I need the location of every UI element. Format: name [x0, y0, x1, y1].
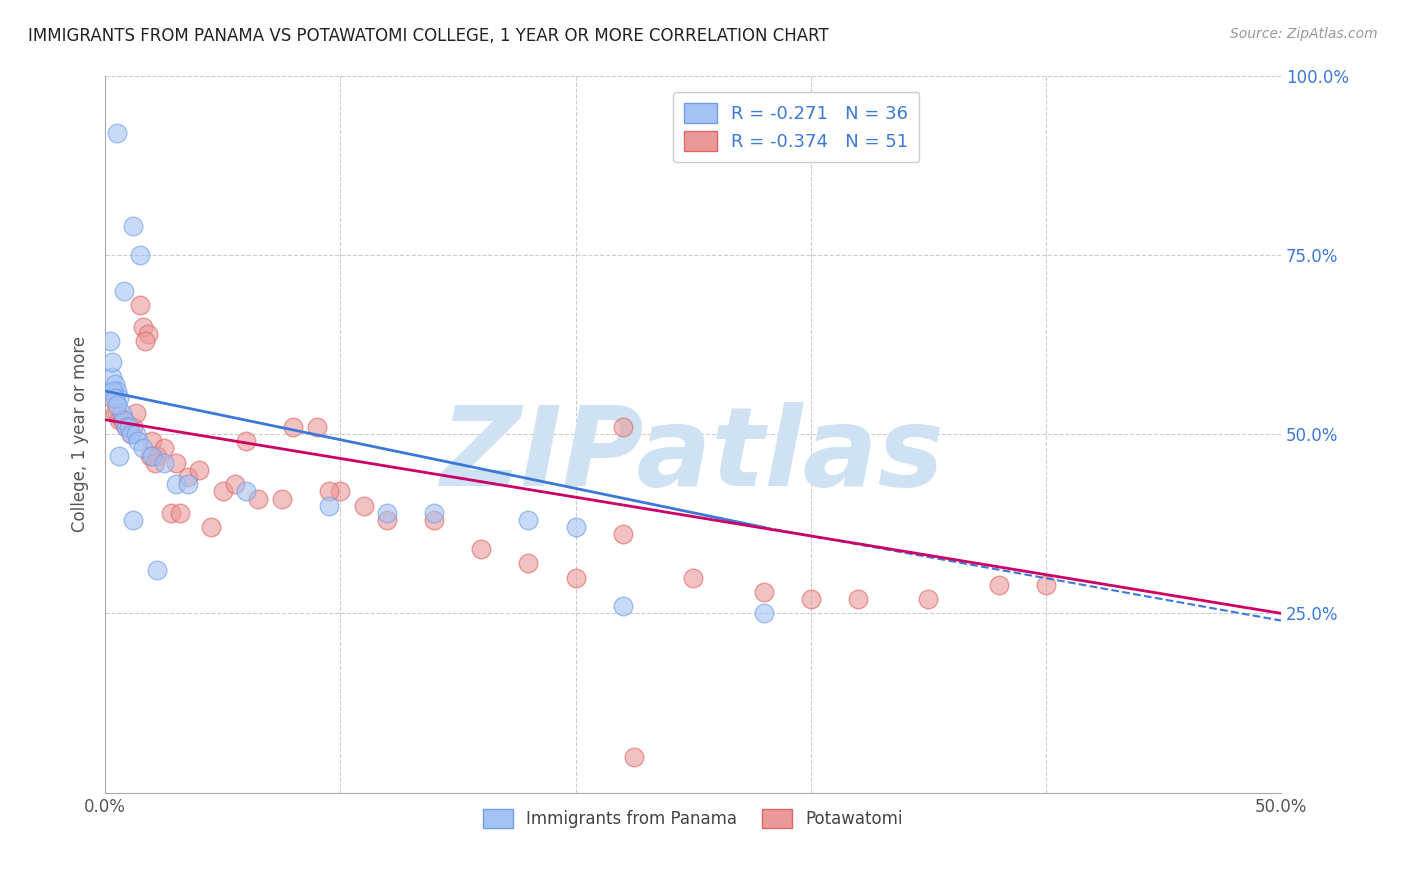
Point — [129, 298, 152, 312]
Point — [122, 219, 145, 233]
Point — [235, 484, 257, 499]
Point — [120, 427, 142, 442]
Point — [423, 506, 446, 520]
Point — [111, 406, 134, 420]
Point — [146, 449, 169, 463]
Point — [120, 427, 142, 442]
Point — [104, 406, 127, 420]
Point — [160, 506, 183, 520]
Point — [564, 570, 586, 584]
Point — [136, 326, 159, 341]
Point — [98, 334, 121, 348]
Point — [353, 499, 375, 513]
Legend: Immigrants from Panama, Potawatomi: Immigrants from Panama, Potawatomi — [477, 802, 910, 835]
Point — [329, 484, 352, 499]
Point — [283, 420, 305, 434]
Point — [211, 484, 233, 499]
Point — [122, 513, 145, 527]
Point — [917, 592, 939, 607]
Point — [517, 556, 540, 570]
Point — [105, 126, 128, 140]
Point — [247, 491, 270, 506]
Point — [101, 391, 124, 405]
Point — [104, 391, 127, 405]
Point — [153, 456, 176, 470]
Point — [103, 384, 125, 398]
Point — [165, 477, 187, 491]
Point — [104, 376, 127, 391]
Point — [1035, 577, 1057, 591]
Point — [176, 477, 198, 491]
Point — [108, 449, 131, 463]
Point — [423, 513, 446, 527]
Text: ZIPatlas: ZIPatlas — [441, 402, 945, 509]
Point — [612, 420, 634, 434]
Point — [153, 442, 176, 456]
Point — [115, 420, 138, 434]
Point — [470, 541, 492, 556]
Point — [200, 520, 222, 534]
Point — [377, 513, 399, 527]
Point — [101, 369, 124, 384]
Point — [108, 413, 131, 427]
Point — [141, 449, 163, 463]
Point — [612, 527, 634, 541]
Point — [112, 284, 135, 298]
Point — [800, 592, 823, 607]
Point — [132, 319, 155, 334]
Point — [125, 427, 148, 442]
Point — [134, 334, 156, 348]
Point — [612, 599, 634, 614]
Point — [122, 420, 145, 434]
Point — [112, 413, 135, 427]
Point — [105, 398, 128, 412]
Point — [111, 413, 134, 427]
Point — [318, 499, 340, 513]
Point — [752, 607, 775, 621]
Point — [377, 506, 399, 520]
Point — [115, 420, 138, 434]
Point — [132, 442, 155, 456]
Point — [682, 570, 704, 584]
Point — [105, 384, 128, 398]
Text: IMMIGRANTS FROM PANAMA VS POTAWATOMI COLLEGE, 1 YEAR OR MORE CORRELATION CHART: IMMIGRANTS FROM PANAMA VS POTAWATOMI COL… — [28, 27, 830, 45]
Point — [112, 413, 135, 427]
Point — [146, 563, 169, 577]
Point — [118, 420, 141, 434]
Point — [188, 463, 211, 477]
Point — [305, 420, 328, 434]
Point — [176, 470, 198, 484]
Point — [143, 456, 166, 470]
Point — [517, 513, 540, 527]
Point — [141, 434, 163, 449]
Point — [564, 520, 586, 534]
Point — [125, 406, 148, 420]
Point — [101, 355, 124, 369]
Text: Source: ZipAtlas.com: Source: ZipAtlas.com — [1230, 27, 1378, 41]
Y-axis label: College, 1 year or more: College, 1 year or more — [72, 336, 89, 533]
Point — [127, 434, 149, 449]
Point — [987, 577, 1010, 591]
Point — [105, 406, 128, 420]
Point — [235, 434, 257, 449]
Point — [623, 749, 645, 764]
Point — [846, 592, 869, 607]
Point — [108, 391, 131, 405]
Point — [169, 506, 191, 520]
Point — [752, 585, 775, 599]
Point — [165, 456, 187, 470]
Point — [224, 477, 246, 491]
Point — [270, 491, 292, 506]
Point — [139, 449, 162, 463]
Point — [318, 484, 340, 499]
Point — [118, 420, 141, 434]
Point — [129, 248, 152, 262]
